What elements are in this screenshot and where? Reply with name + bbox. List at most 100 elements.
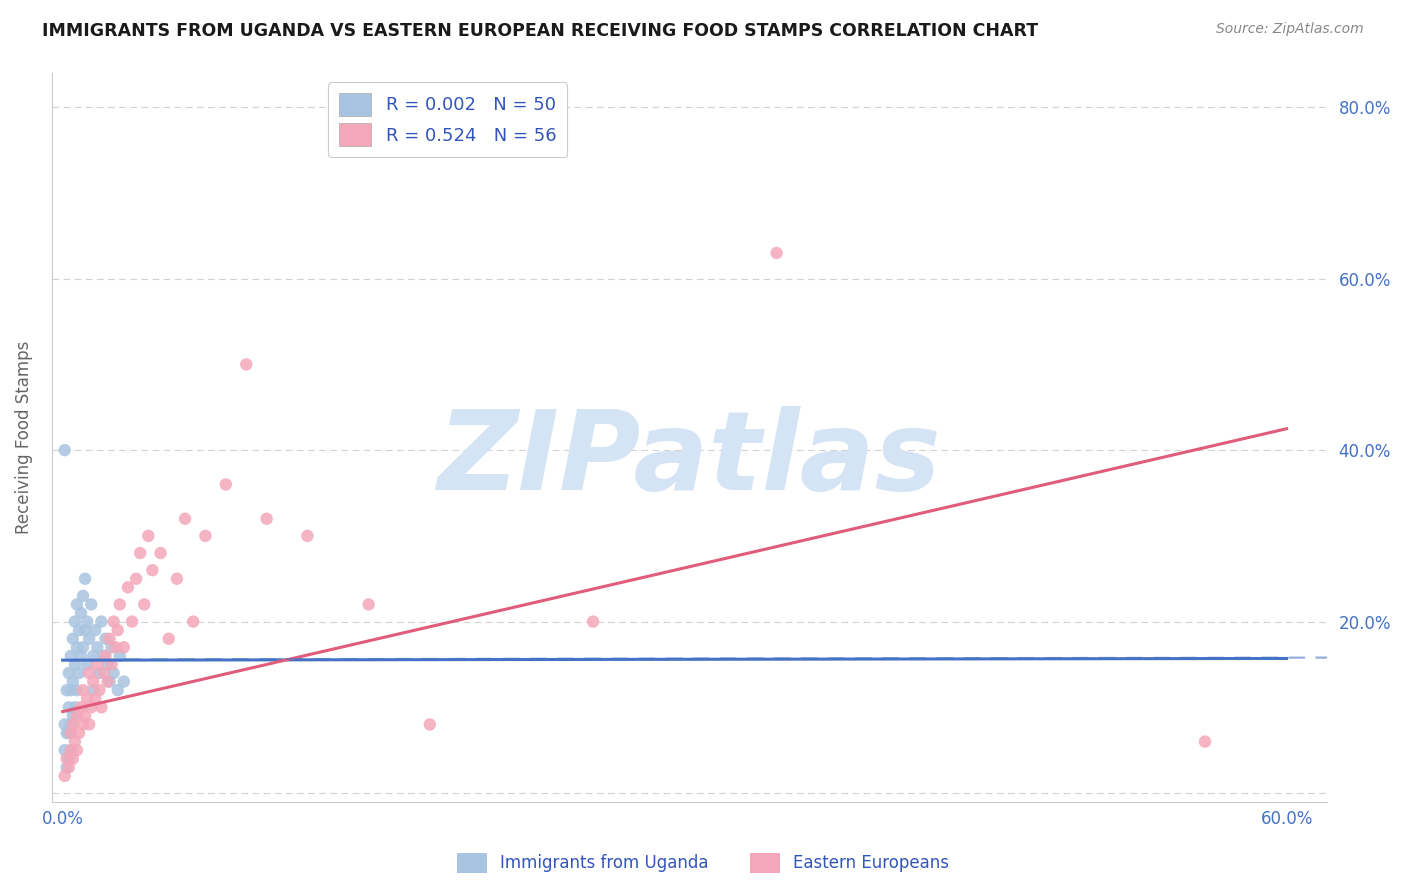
Point [297, 529, 319, 543]
Point [67, 623, 90, 637]
Point [136, 529, 159, 543]
Point [96, 657, 118, 672]
Legend: R = 0.002   N = 50, R = 0.524   N = 56: R = 0.002 N = 50, R = 0.524 N = 56 [328, 82, 567, 157]
Point [149, 546, 172, 560]
Point [66, 640, 89, 655]
Point [86, 640, 108, 655]
Point [108, 598, 131, 612]
Point [58, 726, 80, 740]
Point [256, 512, 278, 526]
Point [59, 648, 82, 663]
Point [53, 443, 76, 458]
Point [53, 769, 76, 783]
Point [112, 640, 135, 655]
Text: Source: ZipAtlas.com: Source: ZipAtlas.com [1216, 22, 1364, 37]
Point [82, 674, 104, 689]
Point [90, 700, 112, 714]
Point [84, 623, 107, 637]
Point [94, 632, 117, 646]
Point [89, 683, 111, 698]
Point [86, 657, 108, 672]
Point [419, 717, 441, 731]
Point [1194, 734, 1216, 748]
Point [104, 640, 127, 655]
Point [108, 648, 131, 663]
Point [76, 691, 98, 706]
Point [125, 572, 148, 586]
Point [58, 752, 80, 766]
Legend: Immigrants from Uganda, Eastern Europeans: Immigrants from Uganda, Eastern European… [450, 847, 956, 880]
Point [59, 743, 82, 757]
Point [76, 615, 98, 629]
Point [89, 666, 111, 681]
Point [62, 632, 84, 646]
Point [70, 606, 93, 620]
Point [58, 700, 80, 714]
Point [98, 632, 121, 646]
Point [67, 666, 90, 681]
Point [157, 632, 180, 646]
Point [75, 623, 97, 637]
Point [66, 683, 89, 698]
Point [59, 743, 82, 757]
Point [66, 709, 89, 723]
Point [63, 657, 86, 672]
Point [94, 648, 117, 663]
Point [58, 760, 80, 774]
Point [82, 648, 104, 663]
Point [103, 666, 125, 681]
Point [70, 648, 93, 663]
Point [55, 683, 77, 698]
Text: ZIPatlas: ZIPatlas [439, 406, 942, 513]
Point [75, 572, 97, 586]
Point [62, 717, 84, 731]
Point [55, 760, 77, 774]
Point [53, 743, 76, 757]
Point [77, 666, 100, 681]
Point [100, 640, 122, 655]
Point [357, 598, 380, 612]
Point [63, 734, 86, 748]
Point [117, 580, 139, 594]
Point [77, 717, 100, 731]
Point [66, 743, 89, 757]
Point [181, 615, 204, 629]
Point [235, 358, 257, 372]
Point [582, 615, 605, 629]
Point [107, 623, 129, 637]
Point [166, 572, 188, 586]
Point [93, 648, 115, 663]
Point [215, 477, 238, 491]
Point [55, 726, 77, 740]
Point [55, 752, 77, 766]
Point [112, 674, 135, 689]
Point [129, 546, 152, 560]
Point [59, 726, 82, 740]
Point [63, 615, 86, 629]
Point [62, 752, 84, 766]
Point [62, 674, 84, 689]
Point [93, 666, 115, 681]
Point [70, 700, 93, 714]
Point [141, 563, 163, 577]
Point [76, 657, 98, 672]
Point [103, 615, 125, 629]
Point [63, 700, 86, 714]
Point [84, 691, 107, 706]
Point [66, 598, 89, 612]
Point [765, 246, 787, 260]
Point [82, 683, 104, 698]
Point [59, 717, 82, 731]
Point [90, 615, 112, 629]
Point [62, 709, 84, 723]
Text: IMMIGRANTS FROM UGANDA VS EASTERN EUROPEAN RECEIVING FOOD STAMPS CORRELATION CHA: IMMIGRANTS FROM UGANDA VS EASTERN EUROPE… [42, 22, 1038, 40]
Point [121, 615, 143, 629]
Point [75, 709, 97, 723]
Point [134, 598, 156, 612]
Point [58, 666, 80, 681]
Point [194, 529, 217, 543]
Point [96, 674, 118, 689]
Point [77, 632, 100, 646]
Point [72, 683, 94, 698]
Point [80, 598, 103, 612]
